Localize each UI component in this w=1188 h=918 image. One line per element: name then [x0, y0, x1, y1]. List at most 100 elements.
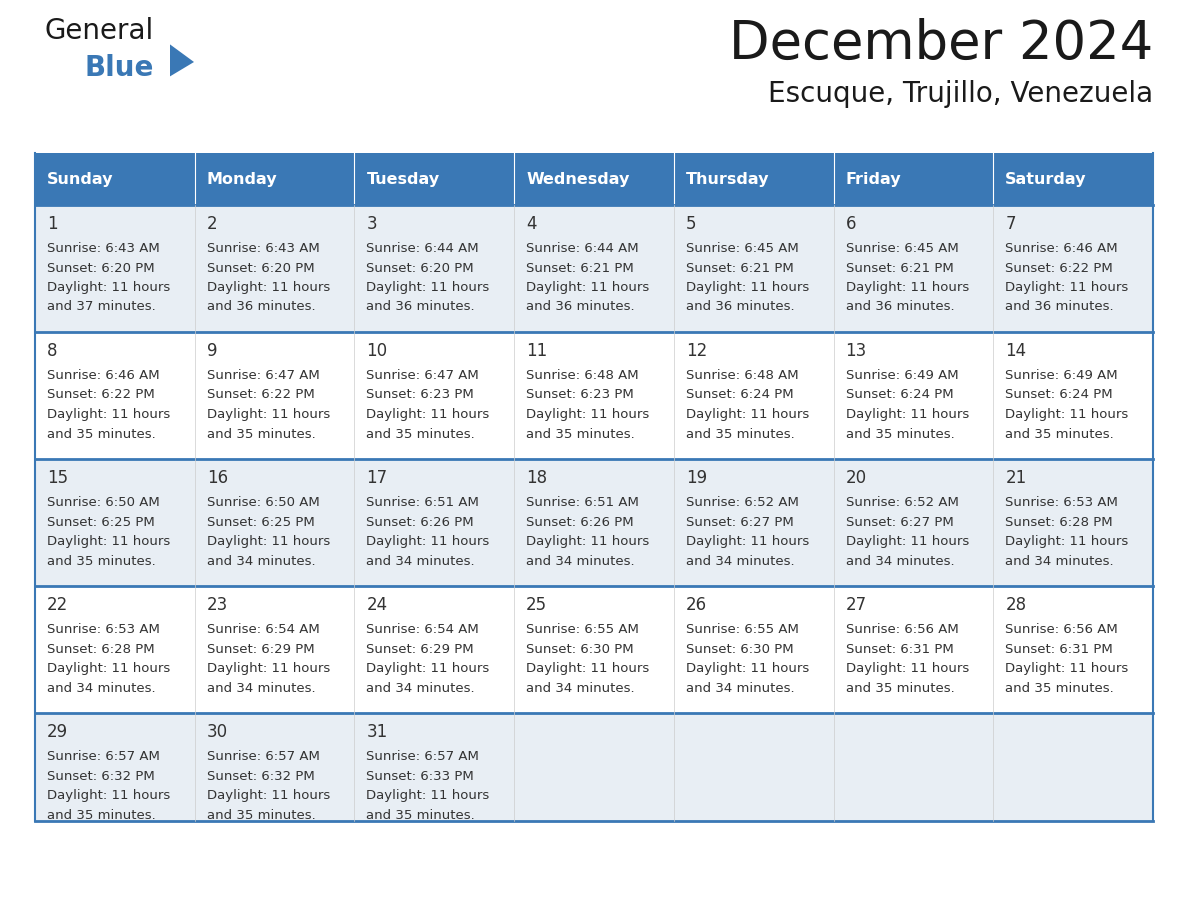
Text: Sunset: 6:28 PM: Sunset: 6:28 PM [1005, 516, 1113, 529]
Text: Sunrise: 6:47 AM: Sunrise: 6:47 AM [366, 369, 479, 382]
Text: Sunday: Sunday [48, 172, 114, 186]
Text: Sunrise: 6:54 AM: Sunrise: 6:54 AM [207, 623, 320, 636]
Text: Daylight: 11 hours: Daylight: 11 hours [846, 662, 969, 675]
Text: Daylight: 11 hours: Daylight: 11 hours [685, 408, 809, 421]
Bar [34, 205, 1154, 332]
Text: Daylight: 11 hours: Daylight: 11 hours [48, 789, 170, 802]
Text: Sunrise: 6:46 AM: Sunrise: 6:46 AM [1005, 242, 1118, 255]
Text: Friday: Friday [846, 172, 902, 186]
Text: Daylight: 11 hours: Daylight: 11 hours [1005, 662, 1129, 675]
Text: Sunset: 6:32 PM: Sunset: 6:32 PM [48, 769, 154, 782]
Text: Saturday: Saturday [1005, 172, 1087, 186]
Text: Daylight: 11 hours: Daylight: 11 hours [685, 281, 809, 294]
Text: Sunrise: 6:53 AM: Sunrise: 6:53 AM [1005, 496, 1118, 509]
Text: Sunrise: 6:57 AM: Sunrise: 6:57 AM [366, 750, 479, 763]
Text: 29: 29 [48, 723, 68, 741]
Text: Sunset: 6:21 PM: Sunset: 6:21 PM [685, 262, 794, 274]
Text: and 36 minutes.: and 36 minutes. [366, 300, 475, 314]
Text: Sunset: 6:21 PM: Sunset: 6:21 PM [846, 262, 953, 274]
Text: and 35 minutes.: and 35 minutes. [48, 809, 156, 822]
Text: Daylight: 11 hours: Daylight: 11 hours [1005, 281, 1129, 294]
Text: Sunrise: 6:54 AM: Sunrise: 6:54 AM [366, 623, 479, 636]
Text: 30: 30 [207, 723, 228, 741]
Bar [34, 332, 1154, 459]
Text: Daylight: 11 hours: Daylight: 11 hours [685, 662, 809, 675]
Text: Sunset: 6:30 PM: Sunset: 6:30 PM [526, 643, 633, 655]
Text: 28: 28 [1005, 596, 1026, 614]
Text: Sunrise: 6:52 AM: Sunrise: 6:52 AM [685, 496, 798, 509]
Text: Sunrise: 6:45 AM: Sunrise: 6:45 AM [685, 242, 798, 255]
Text: and 35 minutes.: and 35 minutes. [48, 554, 156, 567]
Text: Sunset: 6:21 PM: Sunset: 6:21 PM [526, 262, 634, 274]
Text: Daylight: 11 hours: Daylight: 11 hours [366, 408, 489, 421]
Text: Escuque, Trujillo, Venezuela: Escuque, Trujillo, Venezuela [767, 80, 1154, 108]
Text: Daylight: 11 hours: Daylight: 11 hours [48, 408, 170, 421]
Text: Blue: Blue [86, 54, 154, 82]
Text: and 34 minutes.: and 34 minutes. [366, 681, 475, 695]
Text: 17: 17 [366, 469, 387, 487]
Text: and 35 minutes.: and 35 minutes. [1005, 428, 1114, 441]
Text: Monday: Monday [207, 172, 277, 186]
Text: Sunrise: 6:50 AM: Sunrise: 6:50 AM [207, 496, 320, 509]
Text: 31: 31 [366, 723, 387, 741]
Text: 7: 7 [1005, 215, 1016, 233]
Text: 16: 16 [207, 469, 228, 487]
Text: Sunrise: 6:56 AM: Sunrise: 6:56 AM [1005, 623, 1118, 636]
Text: Sunset: 6:20 PM: Sunset: 6:20 PM [48, 262, 154, 274]
Bar [34, 713, 1154, 821]
Text: 12: 12 [685, 342, 707, 360]
Text: Daylight: 11 hours: Daylight: 11 hours [207, 408, 330, 421]
Text: Sunset: 6:24 PM: Sunset: 6:24 PM [846, 388, 953, 401]
Text: Sunrise: 6:57 AM: Sunrise: 6:57 AM [48, 750, 160, 763]
Text: 21: 21 [1005, 469, 1026, 487]
Text: Daylight: 11 hours: Daylight: 11 hours [526, 281, 650, 294]
Text: Sunrise: 6:47 AM: Sunrise: 6:47 AM [207, 369, 320, 382]
Text: Daylight: 11 hours: Daylight: 11 hours [48, 662, 170, 675]
Bar [34, 153, 1154, 205]
Text: Thursday: Thursday [685, 172, 770, 186]
Text: Sunrise: 6:49 AM: Sunrise: 6:49 AM [846, 369, 959, 382]
Text: and 35 minutes.: and 35 minutes. [846, 428, 954, 441]
Text: and 36 minutes.: and 36 minutes. [1005, 300, 1114, 314]
Text: and 36 minutes.: and 36 minutes. [207, 300, 315, 314]
Text: Sunset: 6:31 PM: Sunset: 6:31 PM [1005, 643, 1113, 655]
Text: Sunset: 6:24 PM: Sunset: 6:24 PM [685, 388, 794, 401]
Text: Daylight: 11 hours: Daylight: 11 hours [526, 662, 650, 675]
Text: Sunset: 6:28 PM: Sunset: 6:28 PM [48, 643, 154, 655]
Text: Sunset: 6:23 PM: Sunset: 6:23 PM [366, 388, 474, 401]
Text: and 34 minutes.: and 34 minutes. [526, 681, 634, 695]
Text: Sunrise: 6:57 AM: Sunrise: 6:57 AM [207, 750, 320, 763]
Text: Sunset: 6:31 PM: Sunset: 6:31 PM [846, 643, 953, 655]
Text: Daylight: 11 hours: Daylight: 11 hours [526, 535, 650, 548]
Text: and 35 minutes.: and 35 minutes. [366, 809, 475, 822]
Text: 19: 19 [685, 469, 707, 487]
Text: and 35 minutes.: and 35 minutes. [685, 428, 795, 441]
Text: Sunrise: 6:52 AM: Sunrise: 6:52 AM [846, 496, 959, 509]
Text: and 34 minutes.: and 34 minutes. [846, 554, 954, 567]
Text: Daylight: 11 hours: Daylight: 11 hours [207, 662, 330, 675]
Text: Sunset: 6:25 PM: Sunset: 6:25 PM [207, 516, 315, 529]
Text: Sunset: 6:26 PM: Sunset: 6:26 PM [526, 516, 633, 529]
Text: Sunrise: 6:50 AM: Sunrise: 6:50 AM [48, 496, 159, 509]
Text: Sunrise: 6:51 AM: Sunrise: 6:51 AM [366, 496, 479, 509]
Text: and 35 minutes.: and 35 minutes. [526, 428, 634, 441]
Text: and 35 minutes.: and 35 minutes. [846, 681, 954, 695]
Text: Sunset: 6:20 PM: Sunset: 6:20 PM [366, 262, 474, 274]
Text: Daylight: 11 hours: Daylight: 11 hours [366, 789, 489, 802]
Text: Daylight: 11 hours: Daylight: 11 hours [48, 535, 170, 548]
Text: 10: 10 [366, 342, 387, 360]
Text: Sunrise: 6:46 AM: Sunrise: 6:46 AM [48, 369, 159, 382]
Text: 24: 24 [366, 596, 387, 614]
Text: 20: 20 [846, 469, 867, 487]
Text: Sunrise: 6:45 AM: Sunrise: 6:45 AM [846, 242, 959, 255]
Text: Sunset: 6:23 PM: Sunset: 6:23 PM [526, 388, 634, 401]
Text: Sunset: 6:25 PM: Sunset: 6:25 PM [48, 516, 154, 529]
Text: and 35 minutes.: and 35 minutes. [207, 809, 316, 822]
Text: 5: 5 [685, 215, 696, 233]
Text: and 34 minutes.: and 34 minutes. [366, 554, 475, 567]
Text: and 34 minutes.: and 34 minutes. [48, 681, 156, 695]
Text: 15: 15 [48, 469, 68, 487]
Text: Sunset: 6:29 PM: Sunset: 6:29 PM [366, 643, 474, 655]
Text: and 35 minutes.: and 35 minutes. [1005, 681, 1114, 695]
Text: Daylight: 11 hours: Daylight: 11 hours [846, 535, 969, 548]
